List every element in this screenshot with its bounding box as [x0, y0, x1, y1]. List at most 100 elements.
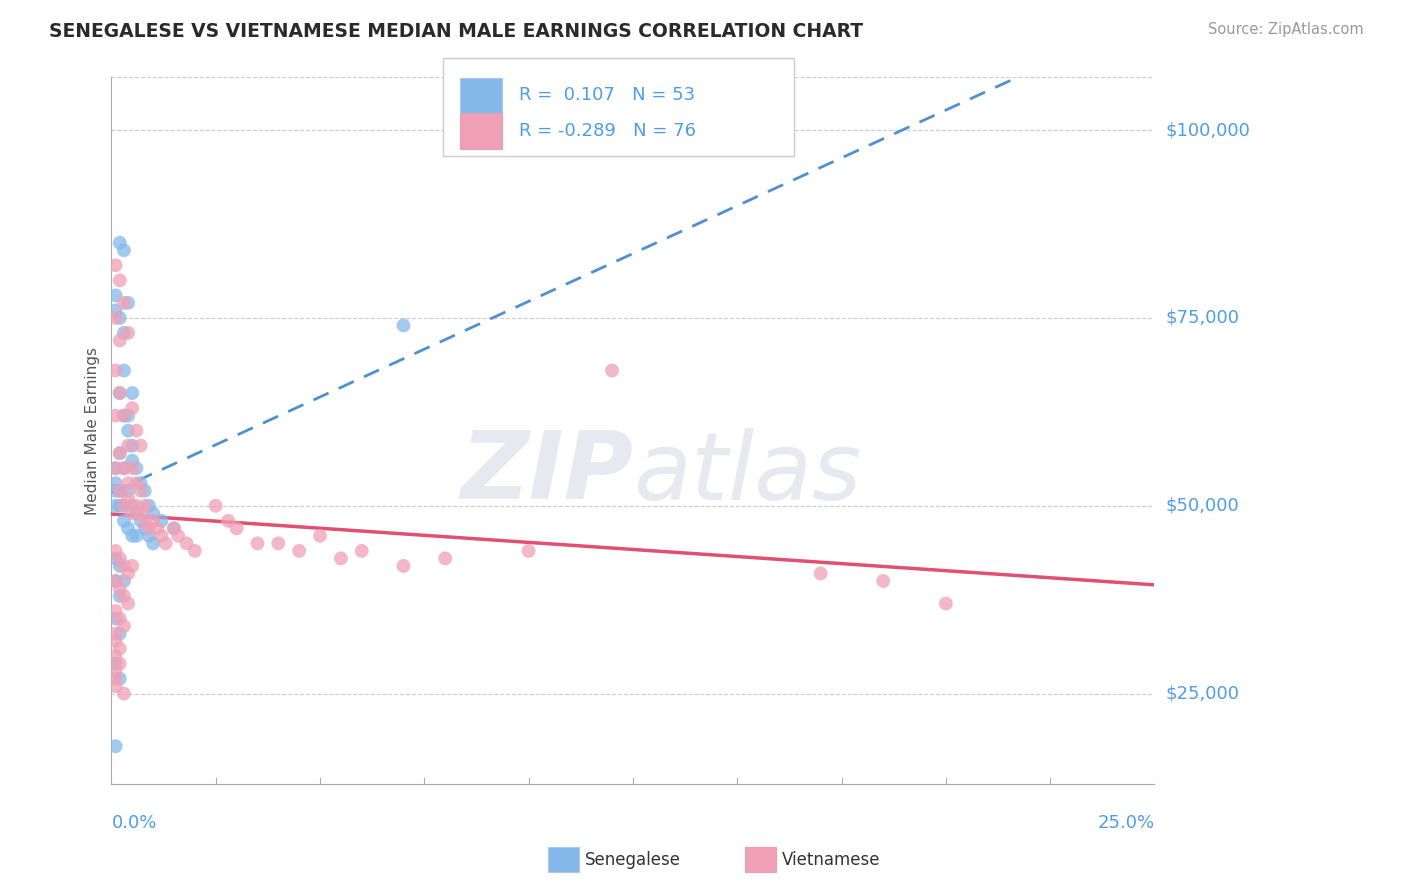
Point	[167, 529, 190, 543]
Point	[121, 506, 143, 520]
Point	[121, 453, 143, 467]
Point	[225, 521, 247, 535]
Point	[112, 499, 135, 513]
Point	[125, 424, 148, 438]
Point	[104, 288, 127, 302]
Point	[121, 461, 143, 475]
Point	[112, 461, 135, 475]
Point	[104, 626, 127, 640]
Point	[112, 296, 135, 310]
Point	[350, 544, 373, 558]
Point	[108, 589, 131, 603]
Point	[117, 439, 139, 453]
Point	[104, 634, 127, 648]
Point	[117, 476, 139, 491]
Point	[142, 514, 165, 528]
Point	[104, 604, 127, 618]
Point	[392, 318, 415, 333]
Point	[142, 536, 165, 550]
Point	[104, 363, 127, 377]
Point	[108, 611, 131, 625]
Point	[138, 521, 160, 535]
Point	[108, 551, 131, 566]
Point	[176, 536, 198, 550]
Point	[150, 514, 173, 528]
Point	[112, 558, 135, 573]
Point	[104, 544, 127, 558]
Point	[125, 529, 148, 543]
Point	[104, 499, 127, 513]
Point	[129, 506, 152, 520]
Text: ZIP: ZIP	[460, 427, 633, 519]
Point	[129, 483, 152, 498]
Point	[125, 499, 148, 513]
Point	[129, 514, 152, 528]
Point	[104, 461, 127, 475]
Point	[112, 687, 135, 701]
Point	[121, 401, 143, 416]
Point	[108, 446, 131, 460]
Point	[112, 619, 135, 633]
Point	[517, 544, 540, 558]
Text: R = -0.289   N = 76: R = -0.289 N = 76	[519, 122, 696, 140]
Point	[134, 499, 156, 513]
Point	[117, 483, 139, 498]
Point	[104, 679, 127, 693]
Point	[810, 566, 832, 581]
Point	[112, 574, 135, 588]
Point	[108, 386, 131, 401]
Text: $75,000: $75,000	[1166, 309, 1240, 327]
Point	[104, 672, 127, 686]
Point	[112, 326, 135, 340]
Point	[117, 409, 139, 423]
Point	[108, 483, 131, 498]
Point	[117, 491, 139, 506]
Point	[146, 521, 169, 535]
Point	[108, 657, 131, 671]
Point	[125, 461, 148, 475]
Point	[112, 409, 135, 423]
Point	[204, 499, 226, 513]
Point	[117, 326, 139, 340]
Point	[104, 664, 127, 678]
Point	[134, 521, 156, 535]
Point	[121, 529, 143, 543]
Point	[108, 558, 131, 573]
Point	[104, 483, 127, 498]
Point	[121, 558, 143, 573]
Text: Senegalese: Senegalese	[585, 851, 681, 869]
Point	[872, 574, 894, 588]
Point	[184, 544, 207, 558]
Point	[104, 461, 127, 475]
Point	[329, 551, 352, 566]
Point	[112, 363, 135, 377]
Point	[117, 597, 139, 611]
Point	[108, 483, 131, 498]
Text: 25.0%: 25.0%	[1097, 814, 1154, 832]
Point	[121, 499, 143, 513]
Text: Source: ZipAtlas.com: Source: ZipAtlas.com	[1208, 22, 1364, 37]
Point	[142, 506, 165, 520]
Point	[125, 476, 148, 491]
Point	[104, 657, 127, 671]
Y-axis label: Median Male Earnings: Median Male Earnings	[86, 347, 100, 515]
Point	[134, 483, 156, 498]
Point	[434, 551, 457, 566]
Point	[117, 521, 139, 535]
Point	[104, 409, 127, 423]
Point	[108, 641, 131, 656]
Point	[104, 258, 127, 272]
Point	[104, 649, 127, 664]
Point	[104, 574, 127, 588]
Text: $25,000: $25,000	[1166, 685, 1240, 703]
Point	[392, 558, 415, 573]
Text: R =  0.107   N = 53: R = 0.107 N = 53	[519, 87, 695, 104]
Point	[112, 409, 135, 423]
Point	[129, 476, 152, 491]
Point	[104, 310, 127, 325]
Text: Vietnamese: Vietnamese	[782, 851, 880, 869]
Point	[108, 499, 131, 513]
Point	[600, 363, 623, 377]
Point	[309, 529, 332, 543]
Point	[108, 582, 131, 596]
